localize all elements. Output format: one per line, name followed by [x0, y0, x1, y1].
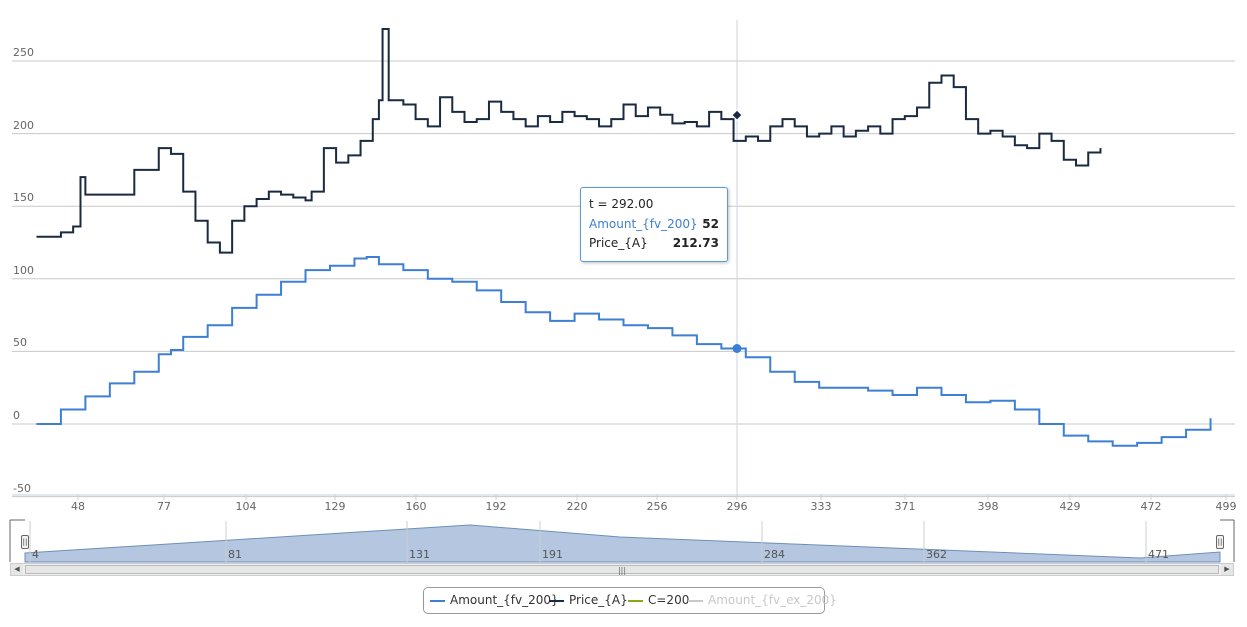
scroll-thumb[interactable]: ||| — [25, 565, 1219, 575]
navigator-area — [24, 524, 1221, 563]
x-tick-label: 333 — [810, 500, 832, 513]
series-line-amount-fv-200- — [36, 256, 1212, 447]
legend-label: C=200 — [648, 593, 690, 607]
x-tick-label: 104 — [235, 500, 257, 513]
x-tick-label: 220 — [566, 500, 588, 513]
y-tick-label: 100 — [13, 263, 34, 277]
legend-swatch — [430, 600, 445, 602]
navigator-tick-label: 471 — [1148, 548, 1169, 561]
x-tick-label: 398 — [977, 500, 999, 513]
tooltip-price-value: 212.73 — [672, 236, 719, 250]
scroll-right-arrow[interactable]: ▶ — [1221, 564, 1233, 575]
y-tick-label: 0 — [13, 409, 20, 422]
navigator-tick-label: 4 — [32, 548, 39, 561]
x-tick-label: 371 — [894, 500, 916, 513]
tooltip-price-label: Price_{A} — [589, 236, 648, 250]
navigator-tick-label: 284 — [764, 548, 785, 561]
tooltip-amount-value: 52 — [702, 217, 719, 231]
legend-swatch — [688, 600, 703, 602]
tooltip-amount-label: Amount_{fv_200} — [589, 217, 698, 231]
x-tick-label: 77 — [157, 500, 171, 513]
x-tick-label: 472 — [1140, 500, 1162, 513]
tooltip-header: t = 292.00 — [589, 197, 654, 211]
navigator-tick-label: 362 — [926, 548, 947, 561]
y-tick-label: 200 — [13, 118, 34, 132]
navigator-tick-label: 191 — [542, 548, 563, 561]
tooltip-row-amount: Amount_{fv_200} 52 — [589, 217, 719, 233]
legend-swatch — [628, 600, 643, 602]
y-tick-label: 250 — [13, 46, 34, 59]
navigator-scrollbar[interactable]: ◀ ||| ▶ — [10, 563, 1234, 576]
legend-label: Amount_{fv_200} — [450, 593, 559, 607]
scroll-grip-icon: ||| — [617, 566, 627, 575]
x-tick-label: 499 — [1215, 500, 1237, 513]
series-line-price-a- — [36, 28, 1102, 254]
x-tick-label: 160 — [405, 500, 427, 513]
y-tick-label: -50 — [13, 481, 31, 495]
legend-label: Amount_{fv_ex_200} — [708, 593, 837, 607]
x-tick-label: 192 — [485, 500, 507, 513]
hover-point-price — [731, 109, 743, 121]
legend-label: Price_{A} — [569, 593, 628, 607]
x-tick-label: 129 — [324, 500, 346, 513]
navigator-tick-label: 81 — [228, 548, 242, 561]
hover-point-amount — [732, 343, 742, 353]
legend: Amount_{fv_200} Price_{A} C=200 Amount_{… — [423, 587, 837, 614]
navigator-tick-label: 131 — [409, 548, 430, 561]
navigator-left-handle[interactable]: || — [21, 535, 29, 549]
scroll-left-arrow[interactable]: ◀ — [11, 564, 23, 575]
x-tick-label: 48 — [71, 500, 85, 513]
navigator-right-handle[interactable]: || — [1216, 535, 1224, 549]
x-tick-label: 256 — [646, 500, 668, 513]
tooltip-row-price: Price_{A} 212.73 — [589, 236, 719, 252]
x-tick-label: 296 — [726, 500, 748, 513]
y-tick-label: 50 — [13, 336, 27, 350]
x-tick-label: 429 — [1059, 500, 1081, 513]
y-tick-label: 150 — [13, 191, 34, 205]
tooltip: t = 292.00 Amount_{fv_200} 52 Price_{A} … — [580, 187, 728, 262]
legend-swatch — [549, 600, 564, 602]
